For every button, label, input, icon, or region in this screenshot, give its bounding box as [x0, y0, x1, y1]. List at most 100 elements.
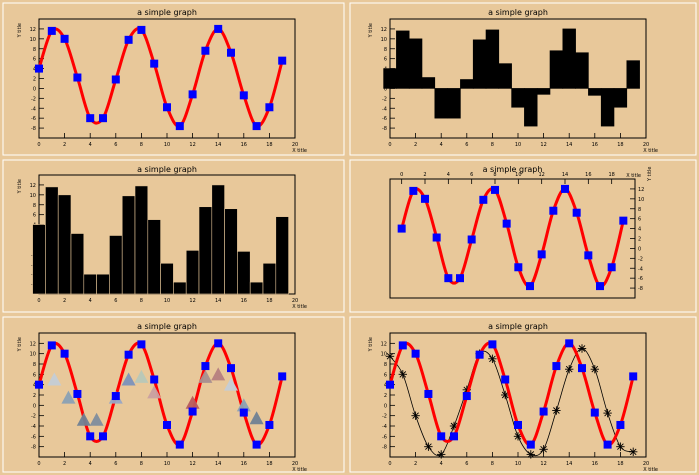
- data-marker: [175, 122, 184, 131]
- star-marker: [527, 451, 535, 458]
- data-marker: [73, 389, 82, 398]
- x-tick-label: 16: [592, 461, 598, 467]
- y-tick-label: -4: [382, 106, 387, 112]
- data-marker: [188, 90, 197, 99]
- y-tick-label: -4: [31, 106, 36, 112]
- y-tick-label: 10: [30, 37, 36, 43]
- data-marker: [265, 103, 274, 112]
- x-axis-title: X title: [292, 304, 307, 310]
- star-marker: [399, 371, 407, 378]
- x-tick-label: 18: [617, 461, 623, 467]
- y-axis-title: Y title: [17, 23, 23, 38]
- x-tick-label: 2: [63, 142, 66, 148]
- data-marker: [462, 392, 471, 401]
- data-marker: [502, 219, 511, 228]
- bar: [96, 273, 110, 295]
- x-tick-label: 12: [538, 172, 544, 178]
- x-tick-label: 4: [89, 461, 92, 467]
- bar: [408, 38, 423, 89]
- y-tick-label: 6: [384, 57, 387, 63]
- x-tick-label: 2: [63, 298, 66, 304]
- bar: [613, 88, 628, 108]
- y-tick-label: -8: [382, 445, 387, 451]
- triangle-marker: [211, 367, 226, 381]
- data-marker: [616, 420, 625, 429]
- y-tick-label: 12: [381, 341, 387, 347]
- x-tick-label: 4: [440, 461, 443, 467]
- x-tick-label: 16: [241, 142, 247, 148]
- bar: [536, 88, 551, 95]
- star-marker: [540, 445, 547, 453]
- x-tick-label: 12: [189, 298, 195, 304]
- data-marker: [252, 440, 261, 449]
- data-marker: [491, 185, 499, 194]
- star-marker: [450, 422, 458, 430]
- y-tick-label: 2: [384, 393, 387, 399]
- x-tick-label: 18: [266, 298, 272, 304]
- y-tick-label: -4: [31, 424, 36, 430]
- star-marker: [578, 345, 586, 352]
- data-marker: [86, 432, 95, 441]
- y-tick-label: 8: [638, 207, 641, 213]
- x-axis-title: X title: [643, 148, 658, 154]
- bar: [434, 88, 448, 119]
- x-tick-label: 2: [414, 461, 417, 467]
- triangle-marker: [47, 372, 62, 386]
- x-tick-label: 8: [491, 142, 494, 148]
- x-tick-label: 10: [164, 298, 170, 304]
- data-marker: [411, 349, 420, 358]
- y-tick-label: -6: [638, 276, 643, 282]
- y-tick-label: 4: [638, 227, 641, 233]
- data-marker: [398, 341, 407, 350]
- x-tick-label: 2: [414, 142, 417, 148]
- x-tick-label: 6: [114, 461, 117, 467]
- bar: [472, 39, 487, 89]
- data-marker: [450, 432, 458, 441]
- x-tick-label: 14: [215, 461, 221, 467]
- data-marker: [227, 48, 235, 57]
- y-tick-label: 10: [381, 352, 387, 358]
- chart-title: a simple graph: [488, 322, 548, 331]
- x-axis-title: X title: [292, 467, 307, 473]
- x-tick-label: 20: [292, 461, 298, 467]
- x-tick-label: 12: [189, 142, 195, 148]
- x-tick-label: 16: [241, 461, 247, 467]
- x-tick-label: 8: [140, 142, 143, 148]
- data-marker: [603, 440, 612, 449]
- y-axis-title: Y title: [368, 23, 374, 38]
- bar: [562, 28, 576, 89]
- x-tick-label: 0: [37, 298, 40, 304]
- x-tick-label: 20: [643, 142, 649, 148]
- triangle-marker: [185, 395, 200, 409]
- y-tick-label: -2: [31, 96, 36, 102]
- data-marker: [432, 233, 441, 242]
- bar: [224, 208, 238, 295]
- x-tick-label: 0: [37, 461, 40, 467]
- x-tick-label: 0: [388, 461, 391, 467]
- chart-panel-6: a simple graph 0 2 4 6 8 10 12 14 16 18 20 -8 -6 -4 -2 0…: [349, 316, 697, 473]
- x-tick-label: 20: [292, 142, 298, 148]
- data-marker: [124, 35, 133, 44]
- pad-frame: [349, 2, 697, 156]
- y-tick-label: 2: [638, 237, 641, 243]
- data-marker: [239, 91, 248, 100]
- bar: [383, 68, 397, 89]
- bar: [173, 281, 187, 295]
- star-marker: [437, 451, 445, 458]
- x-tick-label: 12: [189, 461, 195, 467]
- bar: [134, 185, 149, 295]
- bar: [121, 195, 136, 295]
- x-tick-label: 10: [164, 142, 170, 148]
- x-tick-label: 16: [241, 298, 247, 304]
- x-tick-label: 6: [465, 142, 468, 148]
- x-tick-label: 14: [562, 172, 568, 178]
- x-tick-label: 4: [89, 298, 92, 304]
- y-tick-label: 0: [638, 246, 641, 252]
- bar: [160, 262, 174, 295]
- data-marker: [514, 420, 522, 429]
- x-tick-label: 8: [493, 172, 496, 178]
- y-tick-label: -6: [382, 116, 387, 122]
- star-marker: [425, 443, 432, 450]
- bar: [485, 29, 500, 89]
- x-tick-label: 14: [215, 298, 221, 304]
